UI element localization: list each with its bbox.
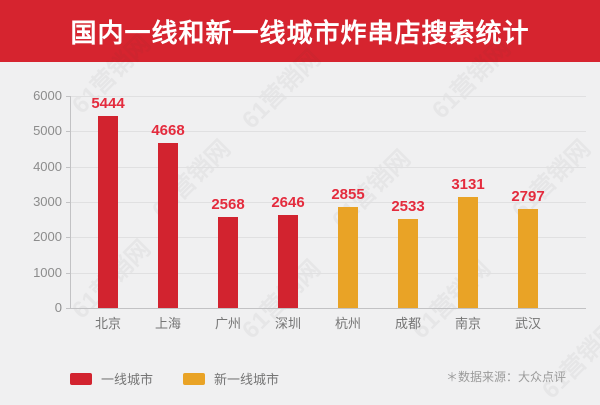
bar-value-label: 2533: [391, 198, 425, 215]
y-axis-tickmark: [66, 167, 70, 168]
data-source-note: ＊数据来源：大众点评: [445, 370, 566, 384]
x-axis-line: [70, 308, 586, 309]
bar-value-label: 4668: [151, 122, 185, 139]
bar-value-label: 2797: [511, 188, 545, 205]
bar-value-label: 2646: [271, 194, 305, 211]
bar: [278, 215, 298, 308]
y-axis-tickmark: [66, 96, 70, 97]
legend-swatch-new-tier1: [183, 372, 206, 385]
bar-value-label: 2568: [211, 196, 245, 213]
chart-title: 国内一线和新一线城市炸串店搜索统计: [70, 17, 530, 48]
x-category-label: 南京: [454, 316, 481, 331]
y-tick-label: 6000: [33, 88, 62, 103]
gridline: [70, 131, 586, 132]
x-category-label: 杭州: [334, 316, 361, 331]
y-axis-tickmark: [66, 237, 70, 238]
bar: [158, 143, 178, 308]
bar: [338, 207, 358, 308]
chart-legend: 一线城市 新一线城市: [70, 369, 279, 388]
bar-value-label: 3131: [451, 176, 485, 193]
y-axis-line: [70, 96, 71, 308]
bar: [518, 209, 538, 308]
bar-value-label: 2855: [331, 186, 365, 203]
gridline: [70, 273, 586, 274]
gridline: [70, 237, 586, 238]
y-tick-label: 0: [54, 300, 62, 315]
bar: [398, 219, 418, 308]
bar: [98, 116, 118, 308]
y-tick-label: 2000: [33, 229, 62, 244]
y-tick-label: 5000: [33, 123, 62, 138]
bar: [458, 197, 478, 308]
bar-value-label: 5444: [91, 95, 125, 112]
y-axis-tickmark: [66, 202, 70, 203]
y-axis-tickmark: [66, 308, 70, 309]
chart-header: 国内一线和新一线城市炸串店搜索统计: [0, 0, 600, 62]
legend-swatch-tier1: [70, 372, 92, 385]
gridline: [70, 167, 586, 168]
legend-label-new-tier1: 新一线城市: [214, 372, 280, 387]
legend-item-new-tier1: 新一线城市: [183, 369, 279, 388]
gridline: [70, 202, 586, 203]
x-category-label: 成都: [394, 316, 421, 331]
x-category-label: 深圳: [274, 316, 301, 331]
x-category-label: 武汉: [514, 316, 541, 331]
legend-label-tier1: 一线城市: [101, 372, 154, 387]
y-axis-tickmark: [66, 131, 70, 132]
y-tick-label: 4000: [33, 159, 62, 174]
y-tick-label: 3000: [33, 194, 62, 209]
y-tick-label: 1000: [33, 265, 62, 280]
bar: [218, 217, 238, 308]
gridline: [70, 96, 586, 97]
x-category-label: 上海: [154, 316, 181, 331]
y-axis-tickmark: [66, 273, 70, 274]
x-category-label: 北京: [94, 316, 121, 331]
legend-item-tier1: 一线城市: [70, 369, 153, 388]
x-category-label: 广州: [214, 316, 241, 331]
